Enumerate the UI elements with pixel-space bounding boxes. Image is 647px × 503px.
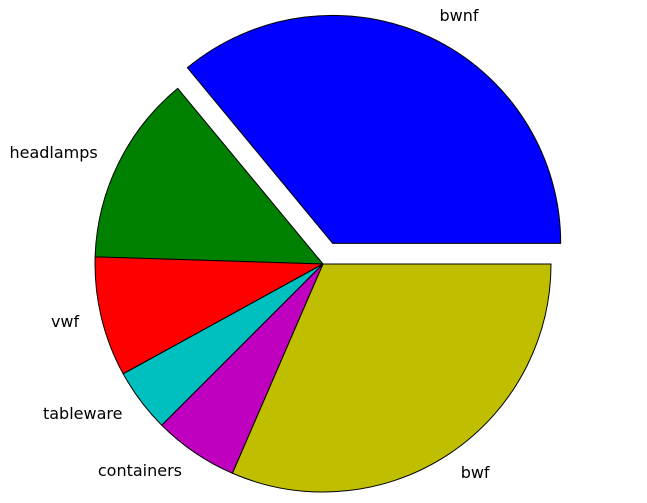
slice-label-tableware: tableware <box>43 404 122 423</box>
slice-label-bwf: bwf <box>461 463 490 482</box>
slice-label-headlamps: headlamps <box>9 143 97 162</box>
pie-slice-headlamps <box>94 87 324 265</box>
pie-slice-bwnf <box>186 14 562 244</box>
pie-labels: bwnf headlamps vwf tableware containers bwf <box>9 6 489 482</box>
pie-slice-bwf <box>231 263 552 493</box>
slice-label-containers: containers <box>98 461 182 480</box>
slice-label-vwf: vwf <box>51 312 80 331</box>
slice-label-bwnf: bwnf <box>439 6 478 25</box>
pie-slices <box>94 14 562 493</box>
pie-slice-vwf <box>94 256 324 375</box>
